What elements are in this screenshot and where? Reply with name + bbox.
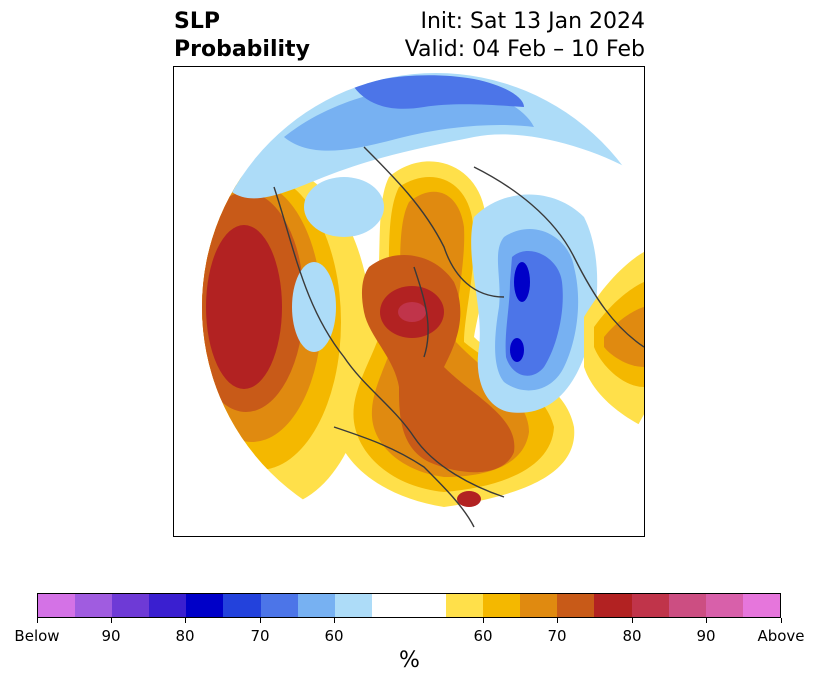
colorbar-tick-mark [557,618,558,623]
colorbar-segment [371,594,447,617]
probability-map [202,73,644,536]
map-panel [173,66,645,537]
colorbar-tick-mark [483,618,484,623]
colorbar-segment [38,594,76,617]
title-type: Probability [174,37,310,62]
colorbar-tick-label: Below [14,627,60,645]
map-title: SLP Probability [174,8,310,64]
colorbar-tick-mark [37,618,38,623]
colorbar-tick-mark [781,618,782,623]
asia-above-anomaly [584,252,644,427]
colorbar-tick-label: 80 [622,627,642,645]
colorbar-tick-label: 90 [696,627,716,645]
colorbar-segment [705,594,743,617]
map-dates: Init: Sat 13 Jan 2024 Valid: 04 Feb – 10… [405,8,645,64]
valid-range: Valid: 04 Feb – 10 Feb [404,37,645,62]
colorbar-tick-mark [334,618,335,623]
colorbar-segment [149,594,187,617]
colorbar-segment [668,594,706,617]
colorbar-tick-mark [260,618,261,623]
colorbar-tick-label: 60 [473,627,493,645]
colorbar-segment [186,594,224,617]
colorbar-tick-label: Above [757,627,805,645]
america-above-anomaly [332,161,575,508]
colorbar-segment [297,594,335,617]
colorbar-unit-label: % [399,648,420,673]
arctic-below-anomaly [214,73,644,352]
colorbar-segment [631,594,669,617]
colorbar-segment [594,594,632,617]
coastlines [273,146,644,528]
colorbar-segment [446,594,484,617]
colorbar-tick-mark [706,618,707,623]
colorbar-segment [742,594,780,617]
colorbar-segment [75,594,113,617]
colorbar-segment [483,594,521,617]
europe-below-anomaly [471,194,598,413]
colorbar-segment [223,594,261,617]
colorbar-tick-mark [111,618,112,623]
colorbar-segment [520,594,558,617]
colorbar-tick-label: 70 [547,627,567,645]
title-variable: SLP [174,9,220,34]
colorbar-tick-label: 70 [250,627,270,645]
colorbar-tick-mark [632,618,633,623]
colorbar-tick-mark [185,618,186,623]
colorbar [37,593,781,618]
colorbar-tick-label: 60 [324,627,344,645]
colorbar-tick-label: 90 [101,627,121,645]
colorbar-segment [112,594,150,617]
colorbar-segment [260,594,298,617]
colorbar-segment [557,594,595,617]
init-date: Init: Sat 13 Jan 2024 [420,9,645,34]
colorbar-tick-label: 80 [175,627,195,645]
colorbar-segment [334,594,372,617]
